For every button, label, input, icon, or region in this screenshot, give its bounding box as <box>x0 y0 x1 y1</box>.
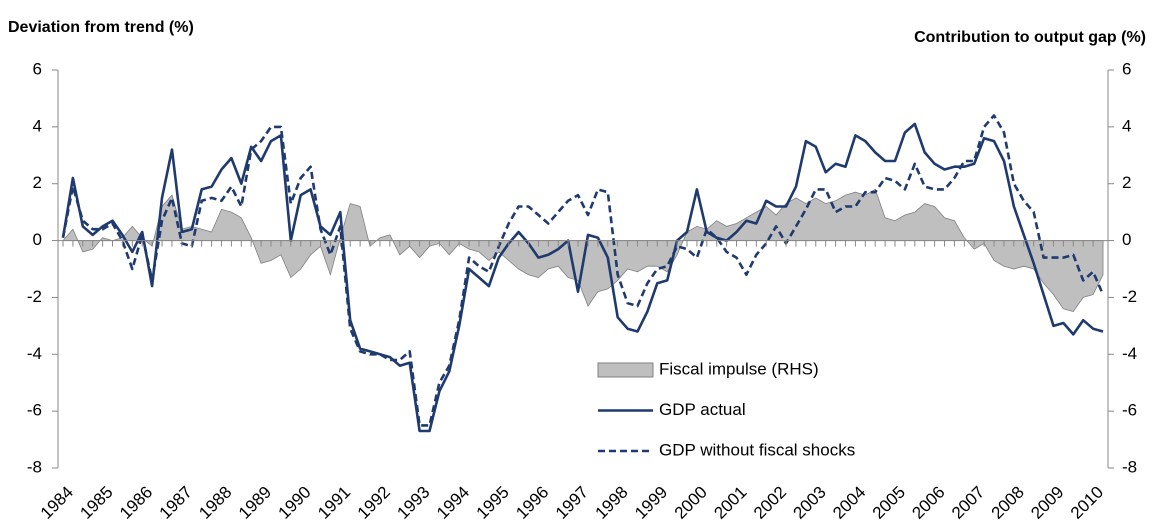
x-tick-label: 1987 <box>156 483 196 523</box>
x-tick-label: 2002 <box>750 483 790 523</box>
x-tick-label: 1985 <box>76 483 116 523</box>
line <box>61 122 1104 433</box>
x-tick-label: 2010 <box>1067 483 1107 523</box>
x-tick-label: 2001 <box>710 483 750 523</box>
x-tick-label: 1984 <box>37 483 77 523</box>
x-tick-label: 2005 <box>869 483 909 523</box>
x-tick-label: 2006 <box>908 483 948 523</box>
x-tick-label: 1986 <box>116 483 156 523</box>
x-tick-label: 1995 <box>473 483 513 523</box>
legend-label: Fiscal impulse (RHS) <box>659 359 819 378</box>
x-tick-label: 1994 <box>433 483 473 523</box>
x-tick-label: 1989 <box>235 483 275 523</box>
y2-tick-label: 2 <box>1122 173 1131 192</box>
x-tick-label: 1991 <box>314 483 354 523</box>
y2-tick-label: 4 <box>1122 116 1131 135</box>
x-tick-label: 1993 <box>393 483 433 523</box>
x-tick-label: 2003 <box>790 483 830 523</box>
area <box>62 188 1104 313</box>
x-tick-label: 1998 <box>591 483 631 523</box>
legend-swatch <box>597 362 654 378</box>
y-tick-label: -4 <box>27 344 42 363</box>
x-tick-label: 2004 <box>829 483 869 523</box>
legend-label: GDP actual <box>659 400 746 419</box>
x-tick-label: 1997 <box>552 483 592 523</box>
y-tick-label: 0 <box>33 230 42 249</box>
x-tick-label: 1996 <box>512 483 552 523</box>
y2-tick-label: 0 <box>1122 230 1131 249</box>
x-tick-label: 2009 <box>1027 483 1067 523</box>
legend-label: GDP without fiscal shocks <box>659 440 855 459</box>
y2-axis-title: Contribution to output gap (%) <box>914 29 1146 46</box>
x-tick-label: 2007 <box>948 483 988 523</box>
y-tick-label: -2 <box>27 287 42 306</box>
y2-tick-label: 6 <box>1122 59 1131 78</box>
x-tick-label: 1988 <box>195 483 235 523</box>
x-tick-label: 1990 <box>275 483 315 523</box>
y-tick-label: 2 <box>33 173 42 192</box>
y-axis-title: Deviation from trend (%) <box>8 19 194 36</box>
x-tick-label: 1992 <box>354 483 394 523</box>
y-tick-label: 4 <box>33 116 42 135</box>
line <box>61 114 1105 427</box>
x-tick-label: 1999 <box>631 483 671 523</box>
y2-tick-label: -8 <box>1122 457 1137 476</box>
y-tick-label: -6 <box>27 401 42 420</box>
y2-tick-label: -6 <box>1122 401 1137 420</box>
y2-tick-label: -2 <box>1122 287 1137 306</box>
y-tick-label: -8 <box>27 457 42 476</box>
x-tick-label: 2008 <box>988 483 1028 523</box>
x-tick-label: 2000 <box>671 483 711 523</box>
y2-tick-label: -4 <box>1122 344 1137 363</box>
y-tick-label: 6 <box>33 59 42 78</box>
